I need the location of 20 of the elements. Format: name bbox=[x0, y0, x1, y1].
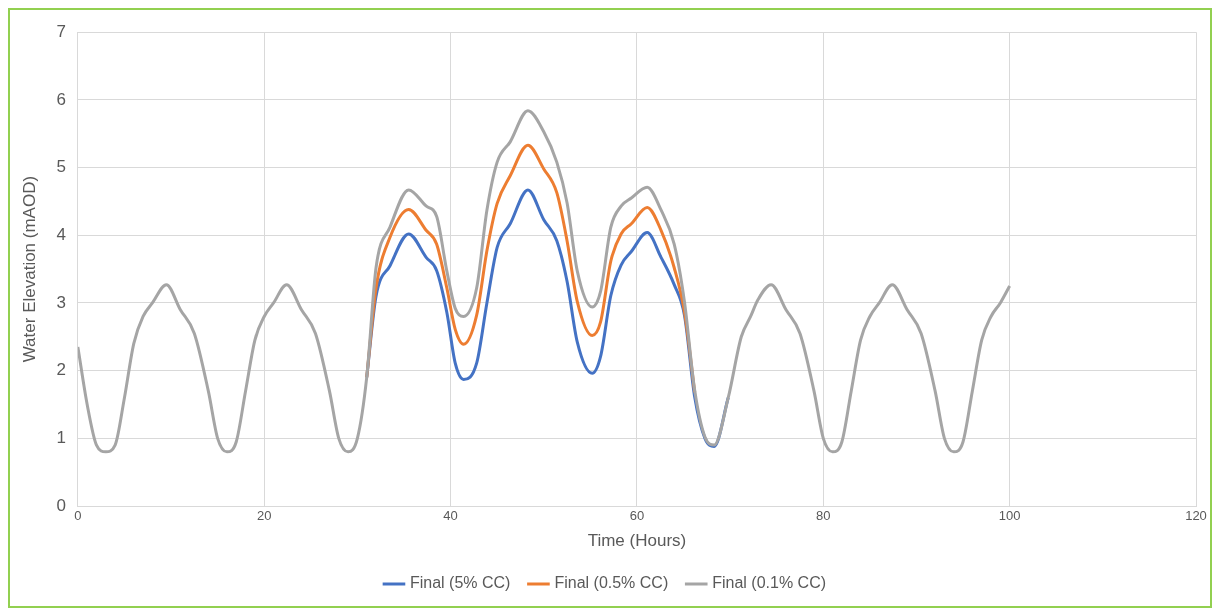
x-tick-label: 120 bbox=[1185, 508, 1207, 524]
y-tick-label: 7 bbox=[56, 21, 66, 41]
y-axis-title: Water Elevation (mAOD) bbox=[19, 175, 39, 363]
y-tick-label: 3 bbox=[56, 292, 66, 312]
x-axis-title: Time (Hours) bbox=[587, 531, 687, 551]
x-tick-label: 0 bbox=[74, 508, 82, 524]
x-tick-label: 80 bbox=[816, 508, 831, 524]
y-tick-label: 2 bbox=[56, 360, 66, 380]
legend-label: Final (5% CC) bbox=[409, 574, 511, 592]
y-tick-label: 4 bbox=[56, 224, 66, 244]
x-tick-label: 60 bbox=[629, 508, 645, 524]
y-tick-label: 1 bbox=[56, 428, 66, 447]
x-tick-label: 20 bbox=[256, 508, 272, 524]
legend-label: Final (0.1% CC) bbox=[712, 574, 827, 592]
legend-label: Final (0.5% CC) bbox=[554, 574, 669, 592]
line-series bbox=[77, 109, 1012, 454]
y-tick-label: 5 bbox=[56, 157, 66, 177]
x-tick-label: 100 bbox=[998, 508, 1021, 524]
x-tick-label: 40 bbox=[443, 508, 458, 524]
y-tick-label: 6 bbox=[56, 89, 66, 109]
